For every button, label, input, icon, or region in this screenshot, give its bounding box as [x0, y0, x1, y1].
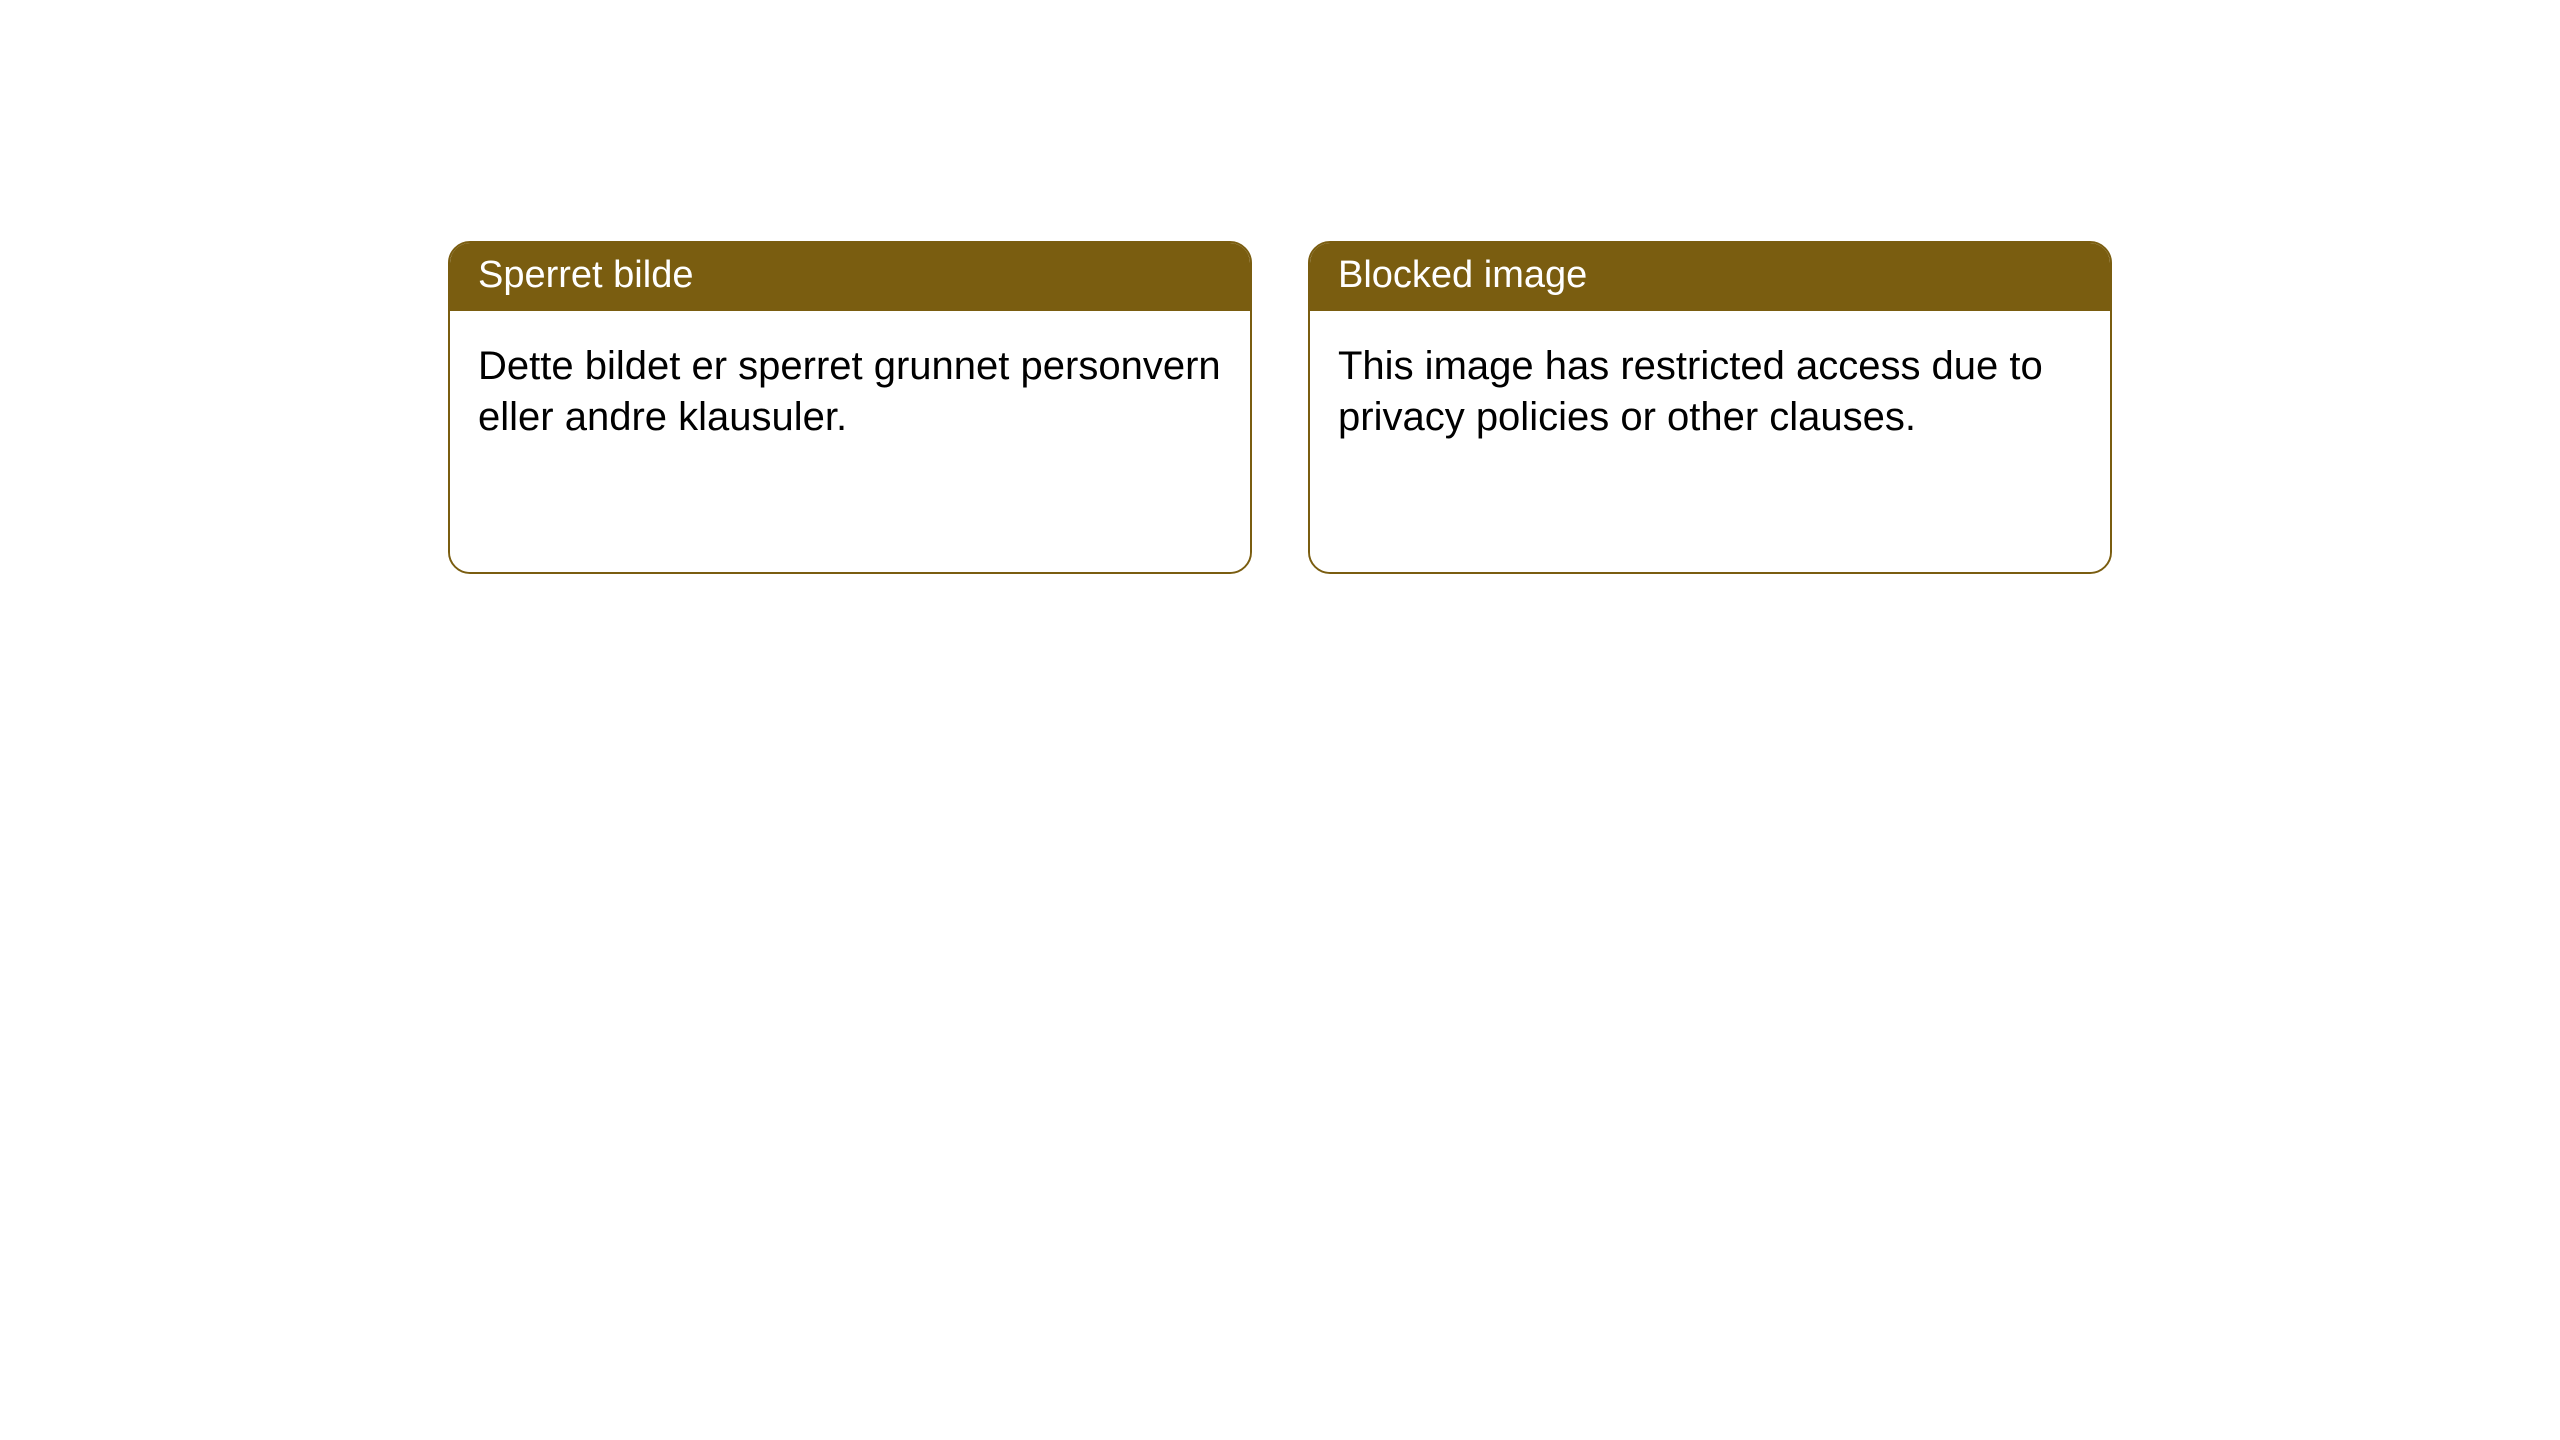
card-body-english: This image has restricted access due to … [1310, 311, 2110, 572]
blocked-image-card-norwegian: Sperret bilde Dette bildet er sperret gr… [448, 241, 1252, 574]
card-body-norwegian: Dette bildet er sperret grunnet personve… [450, 311, 1250, 572]
card-header-english: Blocked image [1310, 243, 2110, 311]
blocked-image-card-english: Blocked image This image has restricted … [1308, 241, 2112, 574]
card-header-norwegian: Sperret bilde [450, 243, 1250, 311]
blocked-image-notice-container: Sperret bilde Dette bildet er sperret gr… [448, 241, 2112, 574]
